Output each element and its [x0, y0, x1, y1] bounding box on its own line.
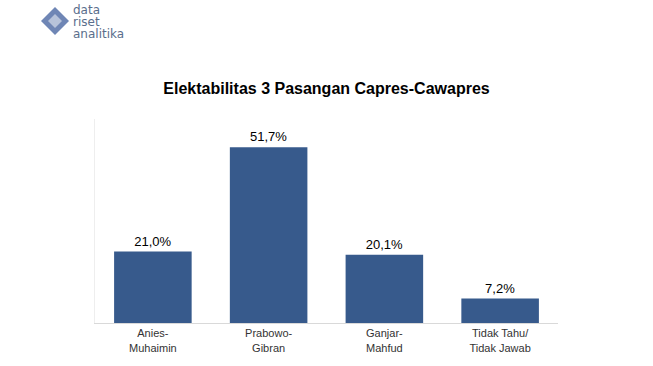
svg-text:Ganjar-Mahfud: Ganjar-Mahfud [366, 327, 403, 353]
svg-text:51,7%: 51,7% [250, 129, 287, 144]
svg-text:20,1%: 20,1% [366, 237, 403, 252]
svg-text:Anies-Muhaimin: Anies-Muhaimin [129, 327, 177, 353]
html-text:data: data [73, 3, 100, 17]
svg-text:Prabowo-Gibran: Prabowo-Gibran [245, 327, 292, 353]
svg-text:21,0%: 21,0% [134, 234, 171, 249]
html-text:riset: riset [73, 15, 100, 29]
svg-text:Elektabilitas 3 Pasangan Capre: Elektabilitas 3 Pasangan Capres-Cawapres [163, 80, 489, 97]
svg-text:7,2%: 7,2% [485, 281, 515, 296]
svg-text:Tidak Tahu/Tidak Jawab: Tidak Tahu/Tidak Jawab [469, 327, 530, 353]
html-text:analitika: analitika [73, 27, 125, 41]
